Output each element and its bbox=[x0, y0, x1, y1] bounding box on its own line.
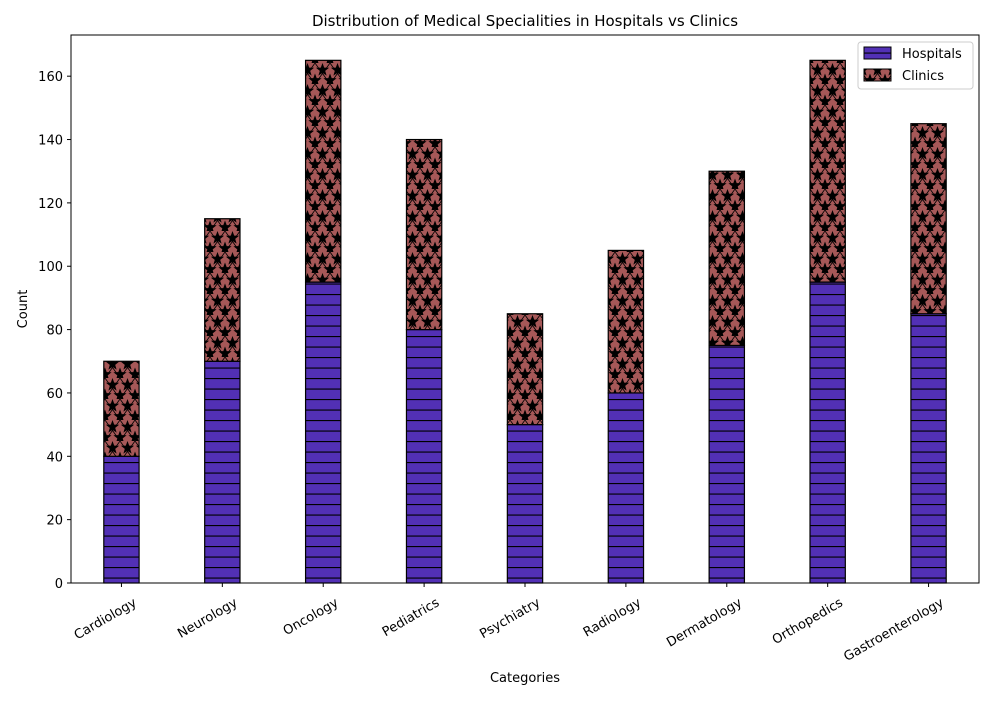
y-tick-label: 0 bbox=[55, 577, 63, 592]
bar-hatch-hospitals-dermatology bbox=[708, 344, 746, 584]
x-tick-label: Neurology bbox=[175, 595, 240, 641]
bar-hatch-hospitals-gastroenterology bbox=[910, 313, 947, 584]
x-tick-label: Gastroenterology bbox=[841, 595, 946, 665]
y-tick-label: 100 bbox=[38, 260, 63, 275]
x-tick-label: Dermatology bbox=[664, 595, 745, 650]
x-tick-label: Pediatrics bbox=[380, 595, 442, 640]
x-tick-label: Radiology bbox=[581, 595, 644, 640]
bar-hatch-clinics-psychiatry bbox=[506, 313, 544, 426]
bar-hatch-clinics-orthopedics bbox=[809, 59, 846, 283]
y-tick-label: 140 bbox=[38, 134, 63, 149]
bar-hatch-hospitals-oncology bbox=[304, 281, 342, 584]
x-tick-label: Orthopedics bbox=[770, 595, 846, 648]
x-axis: Cardiology Neurology Oncology Pediatrics Psy… bbox=[72, 583, 947, 665]
legend-label-clinics: Clinics bbox=[902, 69, 944, 84]
y-axis: 0 20 40 60 80 100 120 140 160 bbox=[38, 70, 71, 592]
bar-hatch-hospitals-radiology bbox=[607, 392, 645, 584]
legend-swatch-hospitals-hatch bbox=[864, 47, 891, 59]
x-tick-label: Psychiatry bbox=[477, 595, 543, 642]
legend: Hospitals Clinics bbox=[857, 41, 974, 90]
bar-hatch-clinics-oncology bbox=[304, 59, 342, 283]
bar-hatch-hospitals-orthopedics bbox=[809, 281, 846, 584]
y-tick-label: 60 bbox=[46, 387, 63, 402]
y-tick-label: 160 bbox=[38, 70, 63, 85]
bar-hatch-hospitals-cardiology bbox=[103, 455, 140, 584]
y-tick-label: 120 bbox=[38, 197, 63, 212]
legend-swatch-clinics-hatch bbox=[864, 69, 891, 81]
bar-hatch-hospitals-neurology bbox=[204, 360, 241, 584]
y-tick-label: 80 bbox=[46, 324, 63, 339]
bar-hatch-clinics-radiology bbox=[607, 249, 645, 394]
x-axis-label: Categories bbox=[490, 671, 560, 686]
x-tick-label: Cardiology bbox=[72, 595, 140, 643]
y-axis-label: Count bbox=[16, 290, 31, 329]
bar-hatch-clinics-gastroenterology bbox=[910, 123, 947, 315]
bar-hatch-clinics-pediatrics bbox=[405, 138, 443, 331]
bar-hatch-hospitals-psychiatry bbox=[506, 424, 544, 584]
y-tick-label: 20 bbox=[46, 514, 63, 529]
x-tick-label: Oncology bbox=[281, 595, 342, 639]
legend-label-hospitals: Hospitals bbox=[902, 47, 962, 62]
bar-hatch-clinics-dermatology bbox=[708, 170, 746, 347]
bars bbox=[103, 59, 947, 584]
y-tick-label: 40 bbox=[46, 450, 63, 465]
bar-hatch-clinics-neurology bbox=[204, 218, 241, 362]
bar-hatch-hospitals-pediatrics bbox=[405, 328, 443, 584]
chart-title: Distribution of Medical Specialities in … bbox=[312, 12, 738, 30]
bar-hatch-clinics-cardiology bbox=[103, 360, 140, 457]
